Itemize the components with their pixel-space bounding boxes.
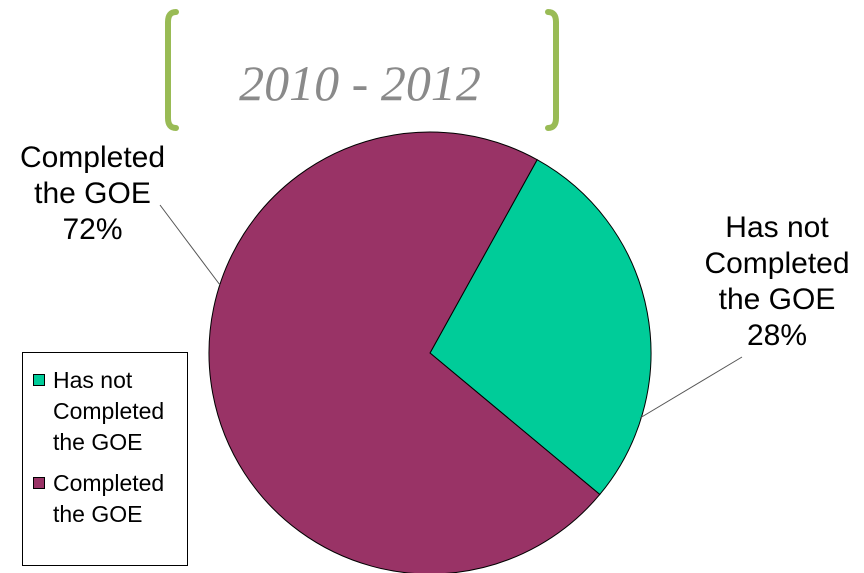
legend-label-completed-line-1: Completed [53,470,165,496]
title-brackets [165,9,559,131]
leader-line-not-completed [639,356,743,419]
title-right-bracket [545,9,559,131]
slice-label-not-completed-line-3: the GOE [718,283,836,316]
chart-legend: Has not Completed the GOE Completed the … [22,352,188,566]
slice-label-completed-line-2: the GOE [34,177,151,210]
legend-swatch-not-completed [33,374,45,386]
legend-label-not-completed-line-1: Has not [53,367,133,393]
pie-slice-not-completed [429,159,652,496]
slice-label-not-completed-value: 28% [746,319,808,352]
legend-label-completed-line-2: the GOE [53,501,143,527]
slice-label-completed-value: 72% [62,213,123,246]
leader-line-completed [159,204,221,286]
chart-title: 2010 - 2012 [239,55,481,111]
legend-label-not-completed-line-3: the GOE [53,429,143,455]
slice-label-not-completed-line-2: Completed [704,247,850,280]
legend-swatch-completed [33,477,45,489]
legend-label-completed: Completed the GOE [53,468,164,530]
slice-label-not-completed-line-1: Has not [725,211,829,244]
slice-label-completed-line-1: Completed [19,141,166,174]
legend-label-not-completed-line-2: Completed [53,398,165,424]
legend-label-not-completed: Has not Completed the GOE [53,365,164,458]
slice-label-not-completed: Has not Completed the GOE 28% [690,210,864,354]
slice-label-completed: Completed the GOE 72% [5,140,180,248]
pie-slice-completed [208,131,601,573]
title-left-bracket [165,9,179,131]
chart-title-block: 2010 - 2012 [150,0,570,140]
